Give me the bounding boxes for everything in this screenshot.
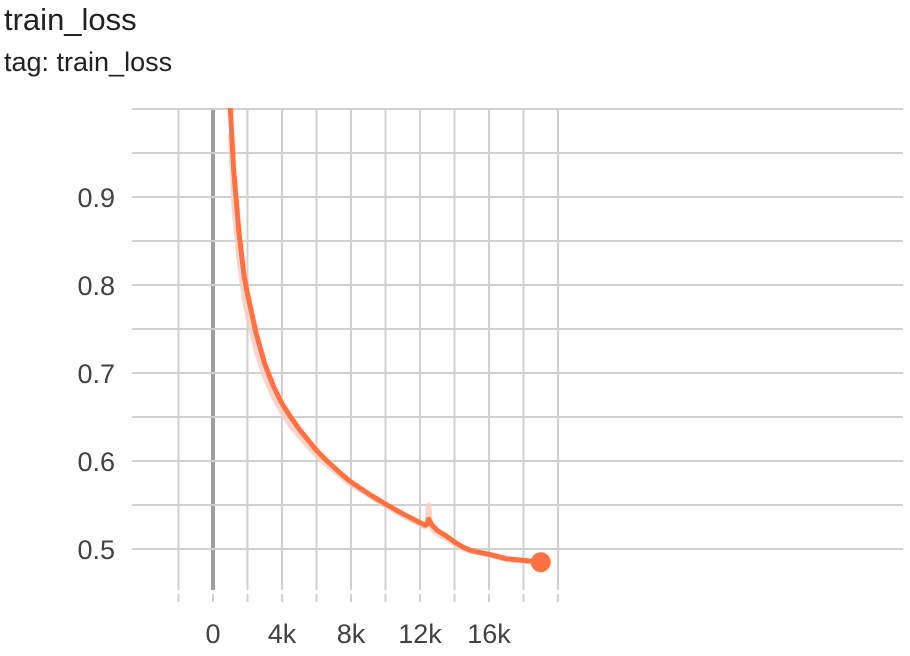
smoothed-loss-line [227, 108, 544, 565]
x-tick-label: 12k [398, 619, 442, 649]
y-tick-label: 0.6 [77, 447, 115, 477]
x-tick-label: 4k [268, 619, 297, 649]
x-tick-label: 0 [205, 619, 220, 649]
series-layer [227, 108, 544, 566]
x-tick-label: 16k [467, 619, 511, 649]
last-point-marker[interactable] [530, 552, 551, 573]
chart-subtitle: tag: train_loss [4, 47, 173, 77]
y-tick-label: 0.7 [77, 359, 115, 389]
x-tick-label: 8k [337, 619, 366, 649]
grid-layer [132, 108, 903, 602]
y-tick-label: 0.8 [77, 271, 115, 301]
y-tick-label: 0.9 [77, 183, 115, 213]
tick-label-layer: 0.5 0.6 0.7 0.8 0.9 0 4k 8k 12k 16k [77, 183, 511, 649]
chart-title: train_loss [4, 2, 137, 37]
y-tick-label: 0.5 [77, 535, 115, 565]
